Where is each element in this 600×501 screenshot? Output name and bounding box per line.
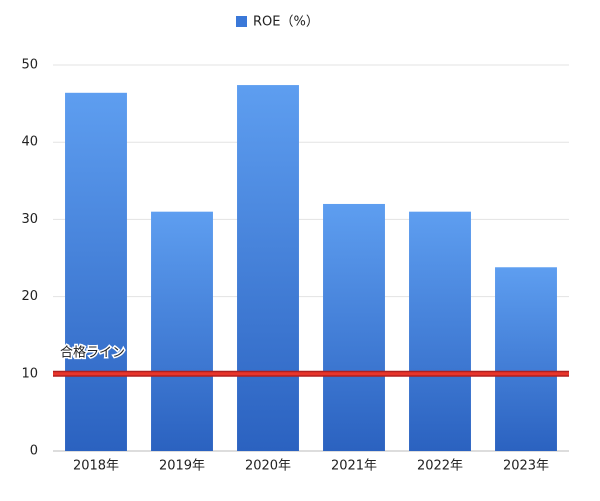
x-tick-label: 2023年 (503, 459, 549, 474)
legend-swatch (236, 16, 247, 27)
y-tick-label: 50 (21, 58, 38, 73)
bar (237, 85, 299, 452)
bar (409, 211, 471, 451)
bar (65, 92, 127, 452)
legend-label: ROE（%） (253, 15, 319, 30)
y-tick-label: 10 (21, 366, 38, 381)
bar (495, 267, 557, 451)
x-tick-label: 2020年 (245, 459, 291, 474)
y-tick-label: 30 (21, 212, 38, 227)
bar (151, 211, 213, 451)
y-tick-label: 20 (21, 289, 38, 304)
x-tick-label: 2019年 (159, 459, 205, 474)
y-tick-label: 40 (21, 135, 38, 150)
bar (323, 203, 385, 451)
x-tick-label: 2018年 (73, 459, 119, 474)
y-tick-label: 0 (30, 444, 38, 459)
x-tick-label: 2022年 (417, 459, 463, 474)
x-tick-label: 2021年 (331, 459, 377, 474)
reference-line-label: 合格ライン (60, 344, 125, 360)
